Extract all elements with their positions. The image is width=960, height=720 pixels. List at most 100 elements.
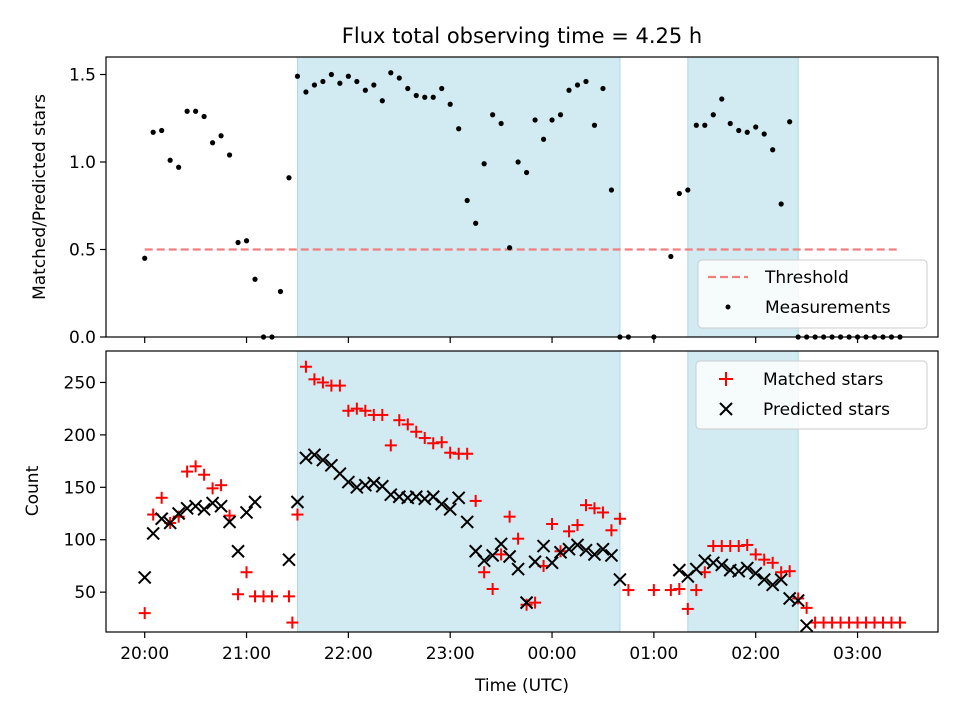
top-legend: Threshold Measurements bbox=[697, 259, 928, 329]
legend-predicted-label: Predicted stars bbox=[763, 400, 890, 420]
predicted-star-point bbox=[715, 558, 729, 572]
predicted-star-point bbox=[757, 572, 771, 587]
measurement-point bbox=[676, 190, 682, 197]
measurement-point bbox=[142, 255, 148, 261]
measurement-point bbox=[354, 78, 360, 85]
measurement-point bbox=[362, 87, 368, 93]
measurement-point bbox=[523, 169, 530, 176]
measurement-point bbox=[685, 187, 691, 193]
x-tick-label: 23:00 bbox=[426, 644, 475, 664]
measurement-point bbox=[787, 119, 793, 125]
predicted-star-point bbox=[180, 501, 194, 515]
predicted-star-point bbox=[222, 515, 237, 529]
predicted-star-point bbox=[460, 515, 474, 529]
measurement-point bbox=[176, 164, 182, 170]
matched-star-point bbox=[546, 518, 559, 531]
predicted-star-point bbox=[799, 619, 814, 633]
measurement-point bbox=[456, 126, 462, 132]
measurement-point bbox=[744, 129, 750, 135]
measurement-point bbox=[379, 98, 385, 104]
predicted-star-point bbox=[791, 593, 805, 608]
predicted-star-point bbox=[596, 542, 610, 556]
measurement-point bbox=[201, 113, 207, 120]
legend-measurements-label: Measurements bbox=[765, 298, 891, 318]
measurement-point bbox=[753, 124, 759, 130]
measurement-point bbox=[515, 159, 521, 165]
matched-star-point bbox=[427, 437, 440, 450]
x-tick-label: 02:00 bbox=[731, 644, 780, 664]
legend-measurements-swatch bbox=[725, 304, 731, 310]
measurement-point bbox=[286, 175, 292, 181]
bottom-legend-box bbox=[695, 360, 928, 430]
top-legend-box bbox=[697, 259, 928, 329]
matched-star-point bbox=[291, 508, 304, 521]
measurement-point bbox=[608, 187, 615, 193]
matched-star-point bbox=[664, 584, 677, 597]
measurement-point bbox=[473, 220, 479, 226]
measurement-point bbox=[540, 136, 547, 142]
predicted-star-point bbox=[418, 492, 432, 506]
measurement-point bbox=[303, 89, 309, 95]
y-tick-label: 250 bbox=[64, 373, 96, 393]
predicted-star-point bbox=[485, 548, 500, 563]
measurement-point bbox=[209, 140, 216, 146]
measurement-point bbox=[447, 101, 453, 107]
matched-star-point bbox=[189, 460, 202, 473]
measurement-point bbox=[396, 75, 402, 81]
matched-star-point bbox=[690, 584, 703, 597]
y-tick-label: 0.5 bbox=[69, 241, 96, 261]
matched-star-point bbox=[299, 360, 312, 373]
legend-matched-swatch bbox=[719, 372, 733, 386]
measurement-point bbox=[252, 276, 258, 282]
matched-star-point bbox=[520, 598, 533, 611]
x-tick-label: 22:00 bbox=[324, 644, 373, 664]
y-tick-label: 50 bbox=[74, 583, 96, 603]
predicted-star-point bbox=[749, 566, 763, 580]
shaded-band bbox=[296, 56, 621, 338]
matched-star-point bbox=[529, 596, 542, 609]
measurement-point bbox=[761, 131, 767, 137]
matched-star-point bbox=[282, 590, 295, 603]
matched-star-point bbox=[206, 482, 219, 495]
measurement-point bbox=[277, 288, 284, 295]
chart-title: Flux total observing time = 4.25 h bbox=[342, 24, 702, 48]
matched-star-point bbox=[503, 510, 516, 523]
x-tick-label: 03:00 bbox=[833, 644, 882, 664]
measurement-point bbox=[557, 112, 564, 118]
predicted-star-point bbox=[316, 453, 330, 467]
matched-star-point bbox=[783, 565, 796, 578]
matched-star-point bbox=[384, 439, 397, 452]
measurement-point bbox=[413, 92, 419, 99]
top-x-ticks bbox=[144, 337, 859, 343]
y-tick-label: 1.5 bbox=[69, 66, 96, 86]
matched-star-point bbox=[418, 432, 431, 445]
matched-star-point bbox=[223, 509, 236, 522]
y-tick-label: 1.0 bbox=[69, 153, 96, 173]
matched-star-point bbox=[155, 491, 168, 504]
matched-star-point bbox=[138, 607, 151, 620]
matched-star-point bbox=[800, 601, 813, 614]
predicted-star-point bbox=[282, 552, 296, 567]
measurement-point bbox=[727, 120, 733, 127]
predicted-star-point bbox=[511, 562, 525, 576]
measurement-point bbox=[481, 161, 487, 167]
predicted-star-point bbox=[732, 564, 746, 578]
matched-star-point bbox=[286, 616, 299, 629]
measurement-point bbox=[736, 127, 742, 134]
legend-threshold-label: Threshold bbox=[764, 268, 849, 288]
predicted-star-point bbox=[435, 497, 449, 511]
matched-star-point bbox=[342, 404, 355, 417]
measurement-point bbox=[235, 239, 241, 246]
predicted-star-point bbox=[384, 487, 398, 502]
predicted-star-point bbox=[205, 496, 220, 510]
bottom-legend: Matched stars Predicted stars bbox=[695, 360, 928, 430]
bottom-panel: 50 100 150 200 250 20:00 21:00 22:00 23:00 00:00… bbox=[23, 350, 939, 696]
measurement-point bbox=[710, 112, 716, 118]
predicted-star-point bbox=[231, 544, 245, 558]
predicted-star-point bbox=[502, 549, 517, 564]
matched-star-point bbox=[308, 373, 321, 386]
measurement-point bbox=[668, 253, 674, 260]
measurement-point bbox=[371, 82, 377, 88]
predicted-star-point bbox=[451, 491, 466, 505]
